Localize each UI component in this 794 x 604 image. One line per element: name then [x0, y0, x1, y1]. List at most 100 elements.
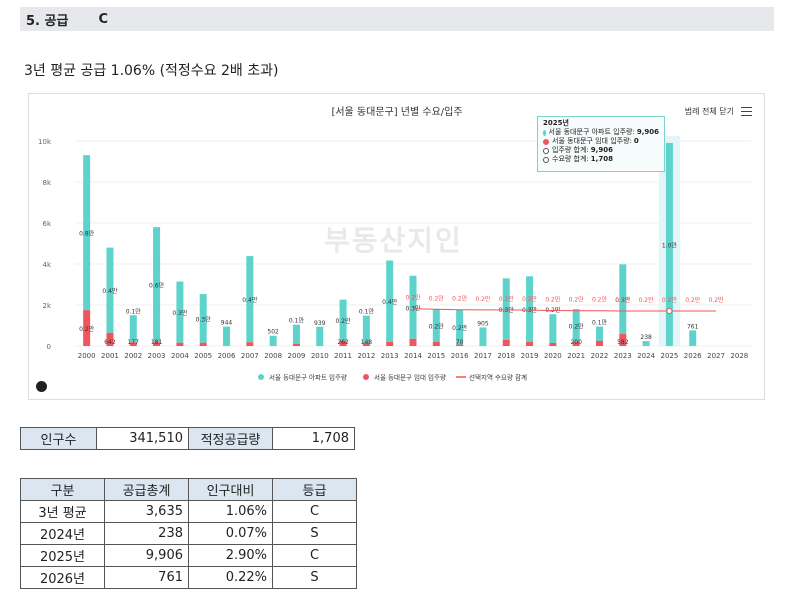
tooltip-value: 9,906	[636, 128, 659, 136]
cell: 3년 평균	[20, 500, 105, 523]
data-label-demand: 0.2만	[429, 294, 445, 302]
bar-apartment	[83, 155, 91, 311]
bar-rental	[619, 334, 627, 346]
bar-rental	[572, 341, 580, 346]
x-tick-label: 2011	[334, 352, 352, 360]
data-label-apartment: 502	[267, 329, 279, 336]
y-tick-label: 10k	[38, 138, 52, 146]
data-label-rental: 642	[104, 339, 116, 346]
bar-apartment	[339, 299, 347, 341]
y-tick-label: 8k	[42, 179, 51, 187]
legend-toggle-button[interactable]: 범례 전체 닫기	[684, 107, 734, 116]
data-label-apartment: 0.4만	[102, 287, 118, 295]
bar-rental	[409, 338, 417, 346]
bar-apartment	[129, 315, 137, 343]
data-label-rental: 177	[128, 339, 140, 346]
data-label-demand: 0.2만	[545, 296, 561, 304]
tooltip-row: 수요량 합계: 1,708	[543, 155, 659, 164]
tooltip-label: 서울 동대문구 아파트 입주량:	[548, 128, 635, 136]
cell: C	[272, 544, 357, 567]
bar-apartment	[386, 260, 394, 342]
tooltip-label: 서울 동대문구 임대 입주량:	[552, 137, 632, 145]
data-label-apartment: 0.2만	[569, 323, 585, 331]
x-tick-label: 2009	[288, 352, 306, 360]
tooltip-value: 0	[633, 137, 639, 145]
tooltip-row: 입주량 합계: 9,906	[543, 146, 659, 155]
data-label-apartment: 0.6만	[149, 282, 165, 290]
legend-dot-icon	[543, 138, 549, 145]
data-label-apartment: 944	[221, 320, 233, 327]
x-tick-label: 2010	[311, 352, 329, 360]
table-row: 3년 평균 3,635 1.06% C	[20, 500, 357, 523]
data-label-apartment: 0.1만	[126, 307, 142, 315]
bar-rental	[526, 341, 534, 346]
data-label-demand: 0.2만	[592, 296, 608, 304]
bar-rental	[502, 339, 510, 346]
bar-apartment	[549, 314, 557, 343]
site-logo-icon	[36, 381, 47, 392]
demand-point	[666, 307, 673, 314]
bar-apartment	[246, 256, 254, 343]
x-tick-label: 2002	[124, 352, 142, 360]
y-tick-label: 2k	[42, 302, 51, 310]
bar-apartment	[362, 315, 370, 343]
data-label-demand: 0.2만	[522, 295, 538, 303]
x-tick-label: 2001	[101, 352, 119, 360]
cell: 2026년	[20, 566, 105, 589]
cell: 9,906	[104, 544, 189, 567]
x-tick-label: 2021	[567, 352, 585, 360]
supply-summary: 3년 평균 공급 1.06% (적정수요 2배 초과)	[24, 63, 279, 79]
data-label-rental: 0.2만	[79, 325, 95, 333]
table-row: 2026년 761 0.22% S	[20, 566, 357, 589]
bar-rental	[292, 343, 300, 346]
chart-title: [서울 동대문구] 년별 수요/입주	[331, 105, 462, 118]
cell: S	[272, 566, 357, 589]
tooltip-value: 1,708	[590, 155, 613, 163]
x-tick-label: 2012	[357, 352, 375, 360]
bar-rental	[386, 341, 394, 346]
bar-apartment	[106, 247, 114, 333]
x-tick-label: 2017	[474, 352, 492, 360]
x-tick-label: 2008	[264, 352, 282, 360]
data-label-apartment: 0.2만	[429, 323, 445, 331]
data-label-demand: 0.2만	[569, 296, 585, 304]
data-label-apartment: 0.3만	[172, 309, 188, 317]
bar-rental	[129, 342, 137, 346]
bar-apartment	[176, 281, 184, 343]
data-label-demand: 0.2만	[405, 294, 421, 302]
hamburger-menu-icon[interactable]	[741, 107, 752, 116]
cell: 1.06%	[188, 500, 273, 523]
bar-apartment	[479, 327, 487, 346]
data-label-apartment: 0.2만	[336, 317, 352, 325]
bar-apartment	[642, 341, 650, 346]
bar-rental	[83, 310, 91, 346]
cell: 2025년	[20, 544, 105, 567]
legend-rental-label: 서울 동대문구 임대 입주량	[374, 373, 446, 382]
demand-line	[412, 308, 717, 312]
header-category: 구분	[20, 478, 105, 501]
data-label-demand: 0.2만	[639, 296, 655, 304]
bar-apartment	[502, 278, 510, 340]
x-tick-label: 2015	[427, 352, 445, 360]
x-tick-label: 2000	[78, 352, 96, 360]
x-tick-label: 2022	[591, 352, 609, 360]
x-tick-label: 2013	[381, 352, 399, 360]
x-tick-label: 2026	[684, 352, 702, 360]
legend-dot-icon	[543, 156, 549, 163]
x-tick-label: 2007	[241, 352, 259, 360]
data-label-demand: 0.2만	[499, 295, 515, 303]
population-label: 인구수	[20, 427, 97, 450]
bar-rental	[199, 342, 207, 346]
x-tick-label: 2023	[614, 352, 632, 360]
population-table: 인구수 341,510 적정공급량 1,708	[20, 427, 355, 450]
data-label-rental: 148	[361, 339, 373, 346]
bar-rental	[595, 340, 603, 346]
data-label-demand: 0.2만	[709, 296, 725, 304]
bar-apartment	[199, 294, 207, 343]
x-tick-label: 2019	[521, 352, 539, 360]
tooltip-label: 입주량 합계:	[552, 146, 589, 154]
cell: S	[272, 522, 357, 545]
bar-apartment	[595, 326, 603, 341]
bar-rental	[456, 344, 464, 346]
legend-dot-icon	[543, 147, 549, 154]
